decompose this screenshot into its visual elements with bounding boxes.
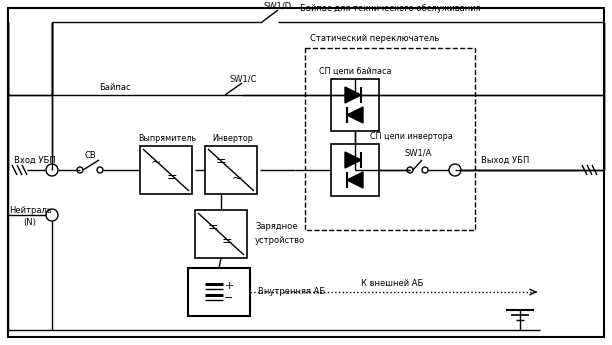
Text: СВ: СВ — [84, 150, 96, 159]
Polygon shape — [345, 152, 361, 168]
Text: устройство: устройство — [255, 236, 305, 245]
Bar — [305, 48, 475, 230]
Text: ~: ~ — [151, 156, 161, 168]
Bar — [205, 146, 257, 194]
Bar — [195, 210, 247, 258]
Text: Байпас для технического обслуживания: Байпас для технического обслуживания — [300, 3, 480, 12]
Text: SW1/C: SW1/C — [230, 75, 258, 83]
Text: СП цепи байпаса: СП цепи байпаса — [319, 67, 391, 76]
Text: К внешней АБ: К внешней АБ — [361, 278, 423, 287]
Text: +: + — [225, 281, 234, 291]
Text: =: = — [207, 221, 218, 235]
Bar — [331, 79, 379, 131]
Text: ~: ~ — [232, 171, 242, 185]
Polygon shape — [345, 87, 361, 103]
Text: Статический переключатель: Статический переключатель — [310, 33, 439, 42]
Text: Зарядное: Зарядное — [255, 221, 297, 230]
Bar — [188, 268, 250, 316]
Text: Вход УБП: Вход УБП — [14, 156, 56, 165]
Text: Выпрямитель: Выпрямитель — [138, 134, 196, 142]
Bar — [331, 144, 379, 196]
Text: =: = — [215, 156, 226, 168]
Text: −: − — [225, 293, 234, 303]
Text: SW1/A: SW1/A — [405, 148, 431, 158]
Polygon shape — [347, 107, 363, 123]
Text: =: = — [222, 236, 233, 248]
Text: Нейтраль: Нейтраль — [9, 206, 51, 215]
Text: Выход УБП: Выход УБП — [481, 156, 529, 165]
Bar — [140, 146, 192, 194]
Text: Байпас: Байпас — [99, 82, 131, 91]
Text: (N): (N) — [24, 217, 37, 227]
Text: Инвертор: Инвертор — [212, 134, 253, 142]
Polygon shape — [347, 172, 363, 188]
Text: Внутренняя АБ: Внутренняя АБ — [258, 287, 325, 296]
Text: =: = — [166, 171, 177, 185]
Text: СП цепи инвертора: СП цепи инвертора — [370, 131, 453, 140]
Text: SW1/D: SW1/D — [264, 1, 292, 10]
